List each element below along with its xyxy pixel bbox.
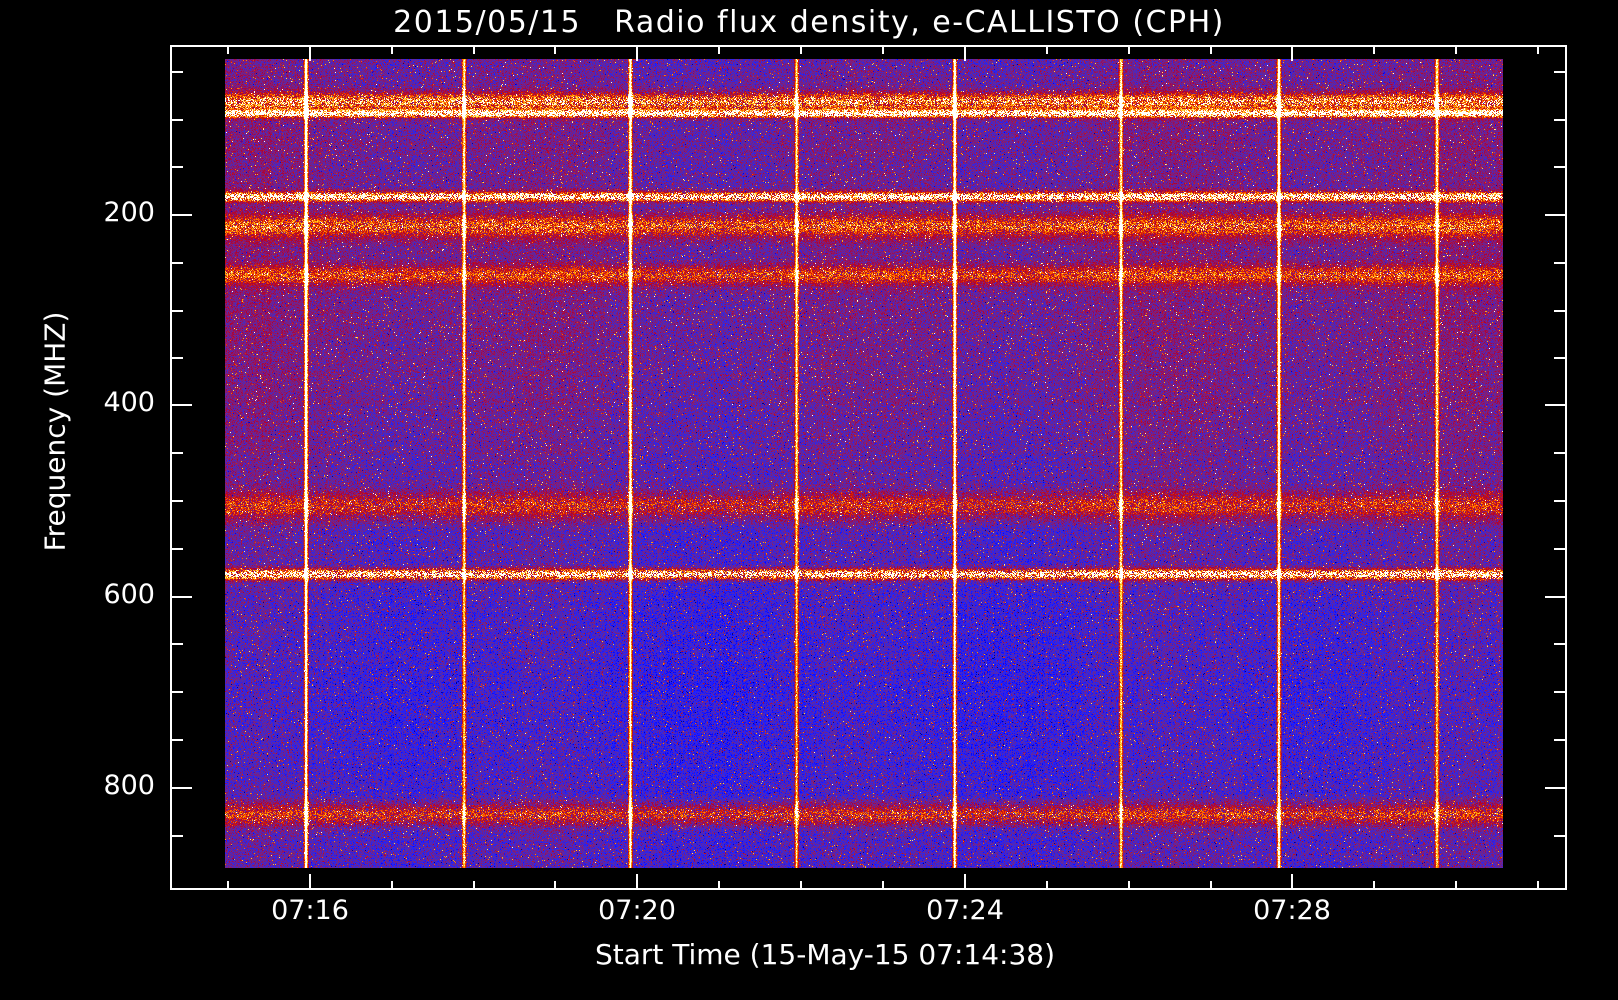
x-tick-minor-top (882, 45, 884, 54)
y-tick-major (170, 404, 192, 406)
y-tick-minor-right (1554, 835, 1567, 837)
x-tick-minor (1373, 881, 1375, 890)
x-tick-minor-top (1455, 45, 1457, 54)
y-tick-minor (170, 119, 183, 121)
y-tick-major (170, 214, 192, 216)
x-tick-minor (473, 881, 475, 890)
y-tick-minor-right (1554, 691, 1567, 693)
x-tick-major (964, 874, 966, 890)
y-tick-minor (170, 310, 183, 312)
x-tick-label: 07:28 (1253, 895, 1331, 926)
y-tick-minor-right (1554, 739, 1567, 741)
x-tick-minor-top (1373, 45, 1375, 54)
y-tick-major-right (1545, 214, 1567, 216)
y-tick-minor-right (1554, 643, 1567, 645)
y-tick-minor (170, 71, 183, 73)
y-tick-major-right (1545, 596, 1567, 598)
y-tick-minor-right (1554, 548, 1567, 550)
x-tick-minor-top (473, 45, 475, 54)
x-tick-major (636, 874, 638, 890)
x-tick-minor-top (391, 45, 393, 54)
y-tick-minor (170, 262, 183, 264)
y-tick-minor (170, 739, 183, 741)
x-tick-minor (800, 881, 802, 890)
y-tick-minor-right (1554, 357, 1567, 359)
x-tick-minor (718, 881, 720, 890)
x-tick-minor (1046, 881, 1048, 890)
x-tick-minor-top (1128, 45, 1130, 54)
y-tick-minor-right (1554, 262, 1567, 264)
x-tick-label: 07:16 (271, 895, 349, 926)
x-tick-minor (1128, 881, 1130, 890)
page-title: 2015/05/15 Radio flux density, e-CALLIST… (393, 4, 1225, 40)
x-tick-major (1291, 874, 1293, 890)
x-tick-minor-top (554, 45, 556, 54)
y-tick-major-right (1545, 787, 1567, 789)
spectrogram-canvas (225, 59, 1503, 868)
y-tick-minor (170, 166, 183, 168)
x-tick-minor (882, 881, 884, 890)
x-tick-minor (1455, 881, 1457, 890)
x-tick-major-top (636, 45, 638, 61)
y-tick-major (170, 596, 192, 598)
x-axis-title: Start Time (15-May-15 07:14:38) (594, 938, 1056, 971)
x-tick-minor-top (1210, 45, 1212, 54)
x-tick-major-top (964, 45, 966, 61)
y-tick-label: 600 (103, 579, 155, 610)
y-tick-major-right (1545, 404, 1567, 406)
x-tick-label: 07:24 (926, 895, 1004, 926)
y-tick-minor-right (1554, 310, 1567, 312)
y-tick-major (170, 787, 192, 789)
x-tick-minor-top (227, 45, 229, 54)
x-tick-minor-top (718, 45, 720, 54)
y-tick-minor (170, 835, 183, 837)
y-tick-minor-right (1554, 119, 1567, 121)
x-tick-label: 07:20 (598, 895, 676, 926)
y-tick-minor (170, 357, 183, 359)
x-tick-minor (554, 881, 556, 890)
y-tick-minor (170, 691, 183, 693)
y-tick-minor-right (1554, 166, 1567, 168)
y-tick-minor-right (1554, 452, 1567, 454)
x-tick-major (309, 874, 311, 890)
y-tick-label: 800 (103, 770, 155, 801)
y-tick-minor (170, 643, 183, 645)
y-tick-label: 400 (103, 387, 155, 418)
x-tick-minor (1537, 881, 1539, 890)
y-tick-label: 200 (103, 197, 155, 228)
x-tick-minor (1210, 881, 1212, 890)
x-tick-major-top (1291, 45, 1293, 61)
x-tick-minor-top (1537, 45, 1539, 54)
x-tick-minor (391, 881, 393, 890)
y-tick-minor (170, 452, 183, 454)
y-axis-title: Frequency (MHZ) (38, 311, 72, 552)
y-tick-minor-right (1554, 500, 1567, 502)
x-tick-major-top (309, 45, 311, 61)
x-tick-minor-top (1046, 45, 1048, 54)
spectrogram-image (225, 59, 1503, 868)
y-tick-minor (170, 548, 183, 550)
x-tick-minor-top (800, 45, 802, 54)
y-tick-minor (170, 500, 183, 502)
y-tick-minor-right (1554, 71, 1567, 73)
x-tick-minor (227, 881, 229, 890)
